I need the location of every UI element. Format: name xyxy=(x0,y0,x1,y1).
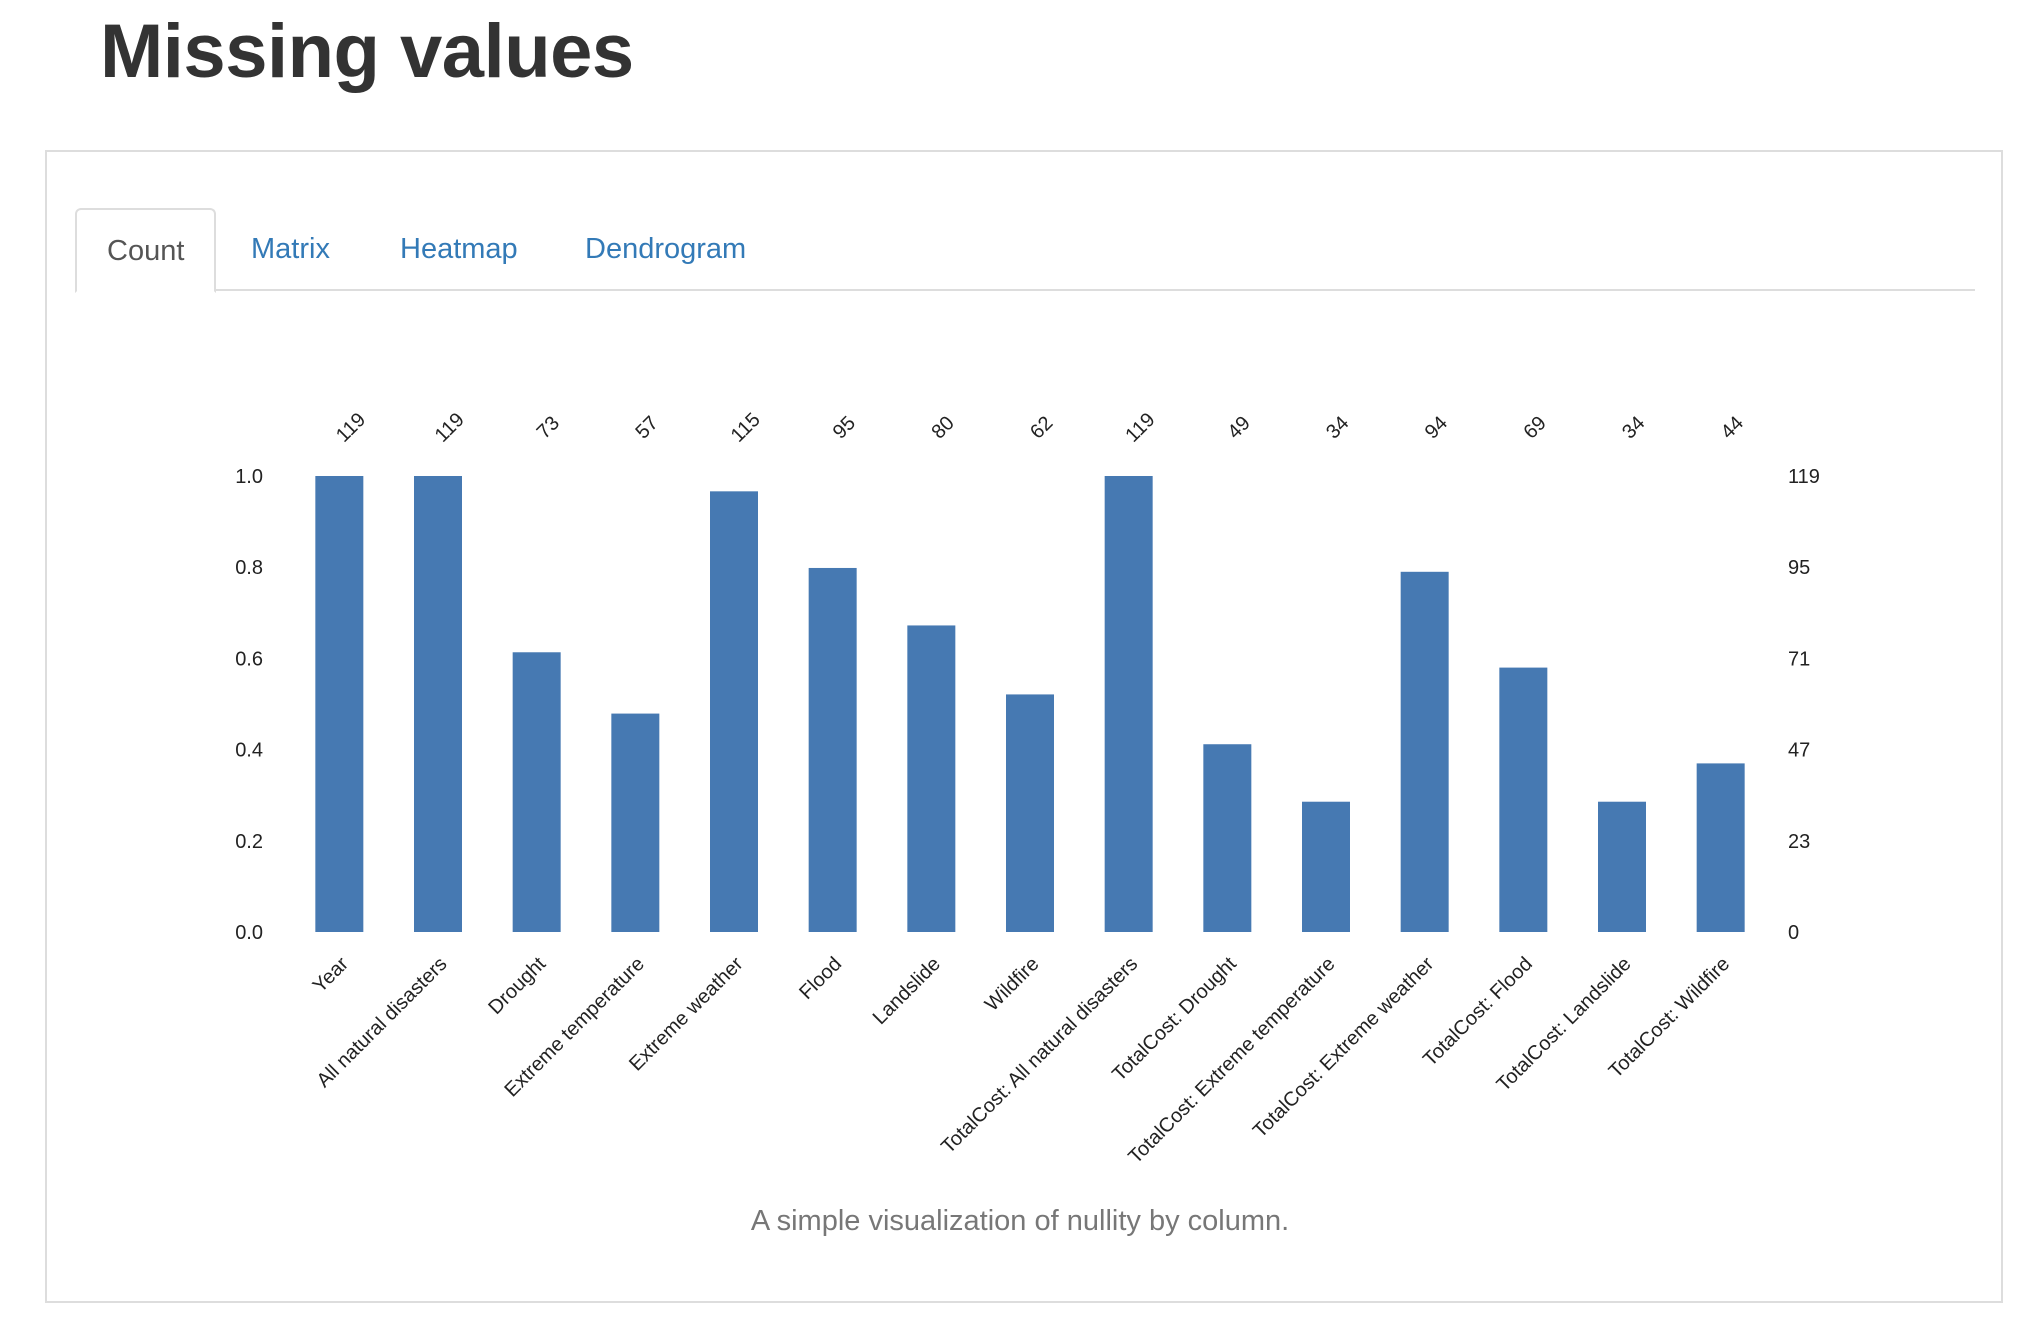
bar xyxy=(1302,801,1350,932)
x-tick-label: TotalCost: Extreme weather xyxy=(1249,953,1439,1143)
y-right-tick-label: 119 xyxy=(1788,466,1820,488)
bar-count-label: 94 xyxy=(1421,412,1452,443)
bar xyxy=(1104,476,1153,932)
bar xyxy=(1499,667,1548,932)
bar xyxy=(808,567,857,932)
y-right-tick-label: 71 xyxy=(1788,648,1810,670)
y-right-tick-label: 47 xyxy=(1788,740,1810,762)
chart-caption: A simple visualization of nullity by col… xyxy=(750,1205,1290,1237)
y-left-tick-label: 0.0 xyxy=(235,922,263,944)
tab-matrix[interactable]: Matrix xyxy=(251,233,330,265)
bar-count-label: 119 xyxy=(431,409,469,447)
bar xyxy=(1696,763,1745,932)
y-right-tick-label: 23 xyxy=(1788,831,1810,853)
bar xyxy=(1400,571,1449,932)
x-tick-label: Landslide xyxy=(869,953,945,1029)
bar-count-label: 119 xyxy=(332,409,370,447)
bar-count-label: 49 xyxy=(1223,412,1254,443)
y-left-tick-label: 0.6 xyxy=(235,648,263,670)
y-left-tick-label: 0.4 xyxy=(235,740,263,762)
bar-count-label: 95 xyxy=(829,412,860,443)
bar-count-label: 57 xyxy=(631,412,662,443)
tab-bar: Count Matrix Heatmap Dendrogram xyxy=(75,208,1975,293)
x-tick-label: Drought xyxy=(484,953,550,1019)
bar-count-label: 73 xyxy=(533,412,564,443)
bar-count-label: 44 xyxy=(1717,412,1748,443)
y-right-tick-label: 0 xyxy=(1788,922,1799,944)
tab-heatmap[interactable]: Heatmap xyxy=(400,233,518,265)
x-tick-label: Flood xyxy=(795,953,846,1004)
page-title: Missing values xyxy=(100,9,634,94)
bar-count-label: 34 xyxy=(1618,412,1649,443)
bar xyxy=(1598,801,1646,932)
bar-count-label: 115 xyxy=(727,409,765,447)
bar-count-label: 80 xyxy=(927,412,958,443)
x-tick-label: TotalCost: Extreme temperature xyxy=(1124,953,1339,1168)
x-tick-label: Wildfire xyxy=(981,953,1044,1016)
y-left-tick-label: 0.8 xyxy=(235,557,263,579)
bar-count-label: 119 xyxy=(1121,409,1159,447)
y-left-tick-label: 1.0 xyxy=(235,466,263,488)
y-left-tick-label: 0.2 xyxy=(235,831,263,853)
bar xyxy=(414,476,462,932)
bar xyxy=(1006,694,1054,932)
bar xyxy=(512,652,561,932)
bar-count-label: 62 xyxy=(1026,412,1057,443)
x-tick-label: TotalCost: All natural disasters xyxy=(937,953,1142,1158)
bar xyxy=(710,491,758,932)
y-right-tick-label: 95 xyxy=(1788,557,1810,579)
bar-count-label: 34 xyxy=(1322,412,1353,443)
bar xyxy=(315,476,364,932)
x-tick-label: Year xyxy=(309,953,353,997)
bar-count-label: 69 xyxy=(1519,412,1550,443)
tab-count[interactable]: Count xyxy=(75,208,217,293)
bar xyxy=(1203,744,1252,932)
bar xyxy=(907,625,956,932)
bar xyxy=(611,713,660,932)
tab-dendrogram[interactable]: Dendrogram xyxy=(585,233,747,265)
